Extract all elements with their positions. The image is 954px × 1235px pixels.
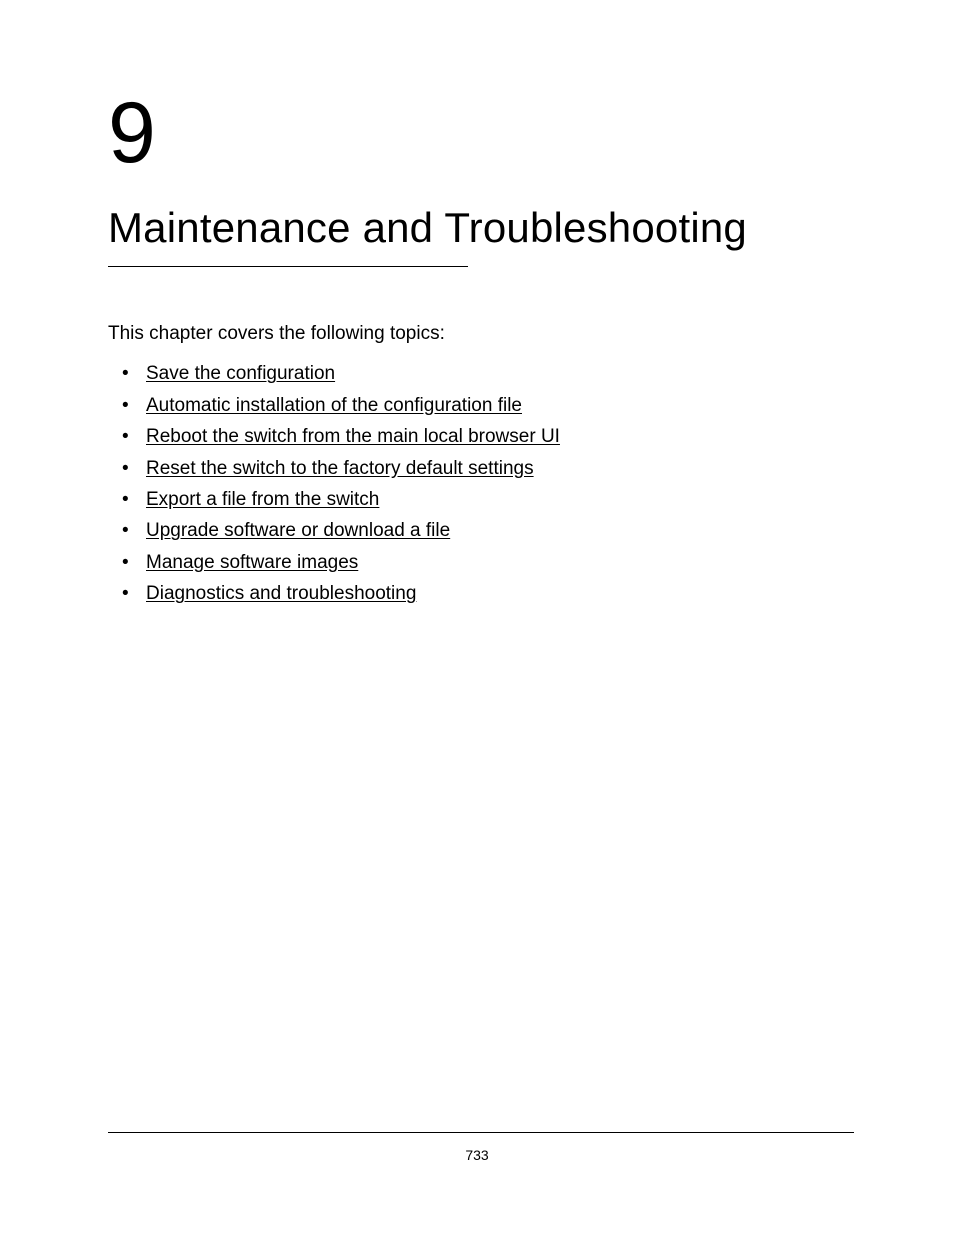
chapter-title: Maintenance and Troubleshooting: [108, 204, 854, 252]
topic-item: Diagnostics and troubleshooting: [122, 579, 854, 608]
chapter-number: 9: [108, 90, 854, 176]
topic-item: Reboot the switch from the main local br…: [122, 422, 854, 451]
topic-link-factory-reset[interactable]: Reset the switch to the factory default …: [146, 458, 534, 479]
topic-link-auto-install-config[interactable]: Automatic installation of the configurat…: [146, 395, 522, 416]
document-page: 9 Maintenance and Troubleshooting This c…: [0, 0, 954, 1235]
topic-link-reboot-switch[interactable]: Reboot the switch from the main local br…: [146, 426, 560, 447]
page-number: 733: [0, 1147, 954, 1163]
topic-item: Export a file from the switch: [122, 485, 854, 514]
topic-item: Automatic installation of the configurat…: [122, 391, 854, 420]
page-footer: 733: [0, 1132, 954, 1163]
topic-link-upgrade-software[interactable]: Upgrade software or download a file: [146, 520, 450, 541]
topic-item: Save the configuration: [122, 359, 854, 388]
topic-list: Save the configuration Automatic install…: [108, 359, 854, 609]
topic-item: Upgrade software or download a file: [122, 516, 854, 545]
topic-link-manage-images[interactable]: Manage software images: [146, 552, 358, 573]
topic-link-save-configuration[interactable]: Save the configuration: [146, 363, 335, 384]
footer-rule: [108, 1132, 854, 1133]
topic-link-export-file[interactable]: Export a file from the switch: [146, 489, 379, 510]
title-rule: [108, 266, 468, 267]
topic-item: Manage software images: [122, 548, 854, 577]
topic-link-diagnostics[interactable]: Diagnostics and troubleshooting: [146, 583, 416, 604]
chapter-intro: This chapter covers the following topics…: [108, 323, 854, 345]
topic-item: Reset the switch to the factory default …: [122, 454, 854, 483]
